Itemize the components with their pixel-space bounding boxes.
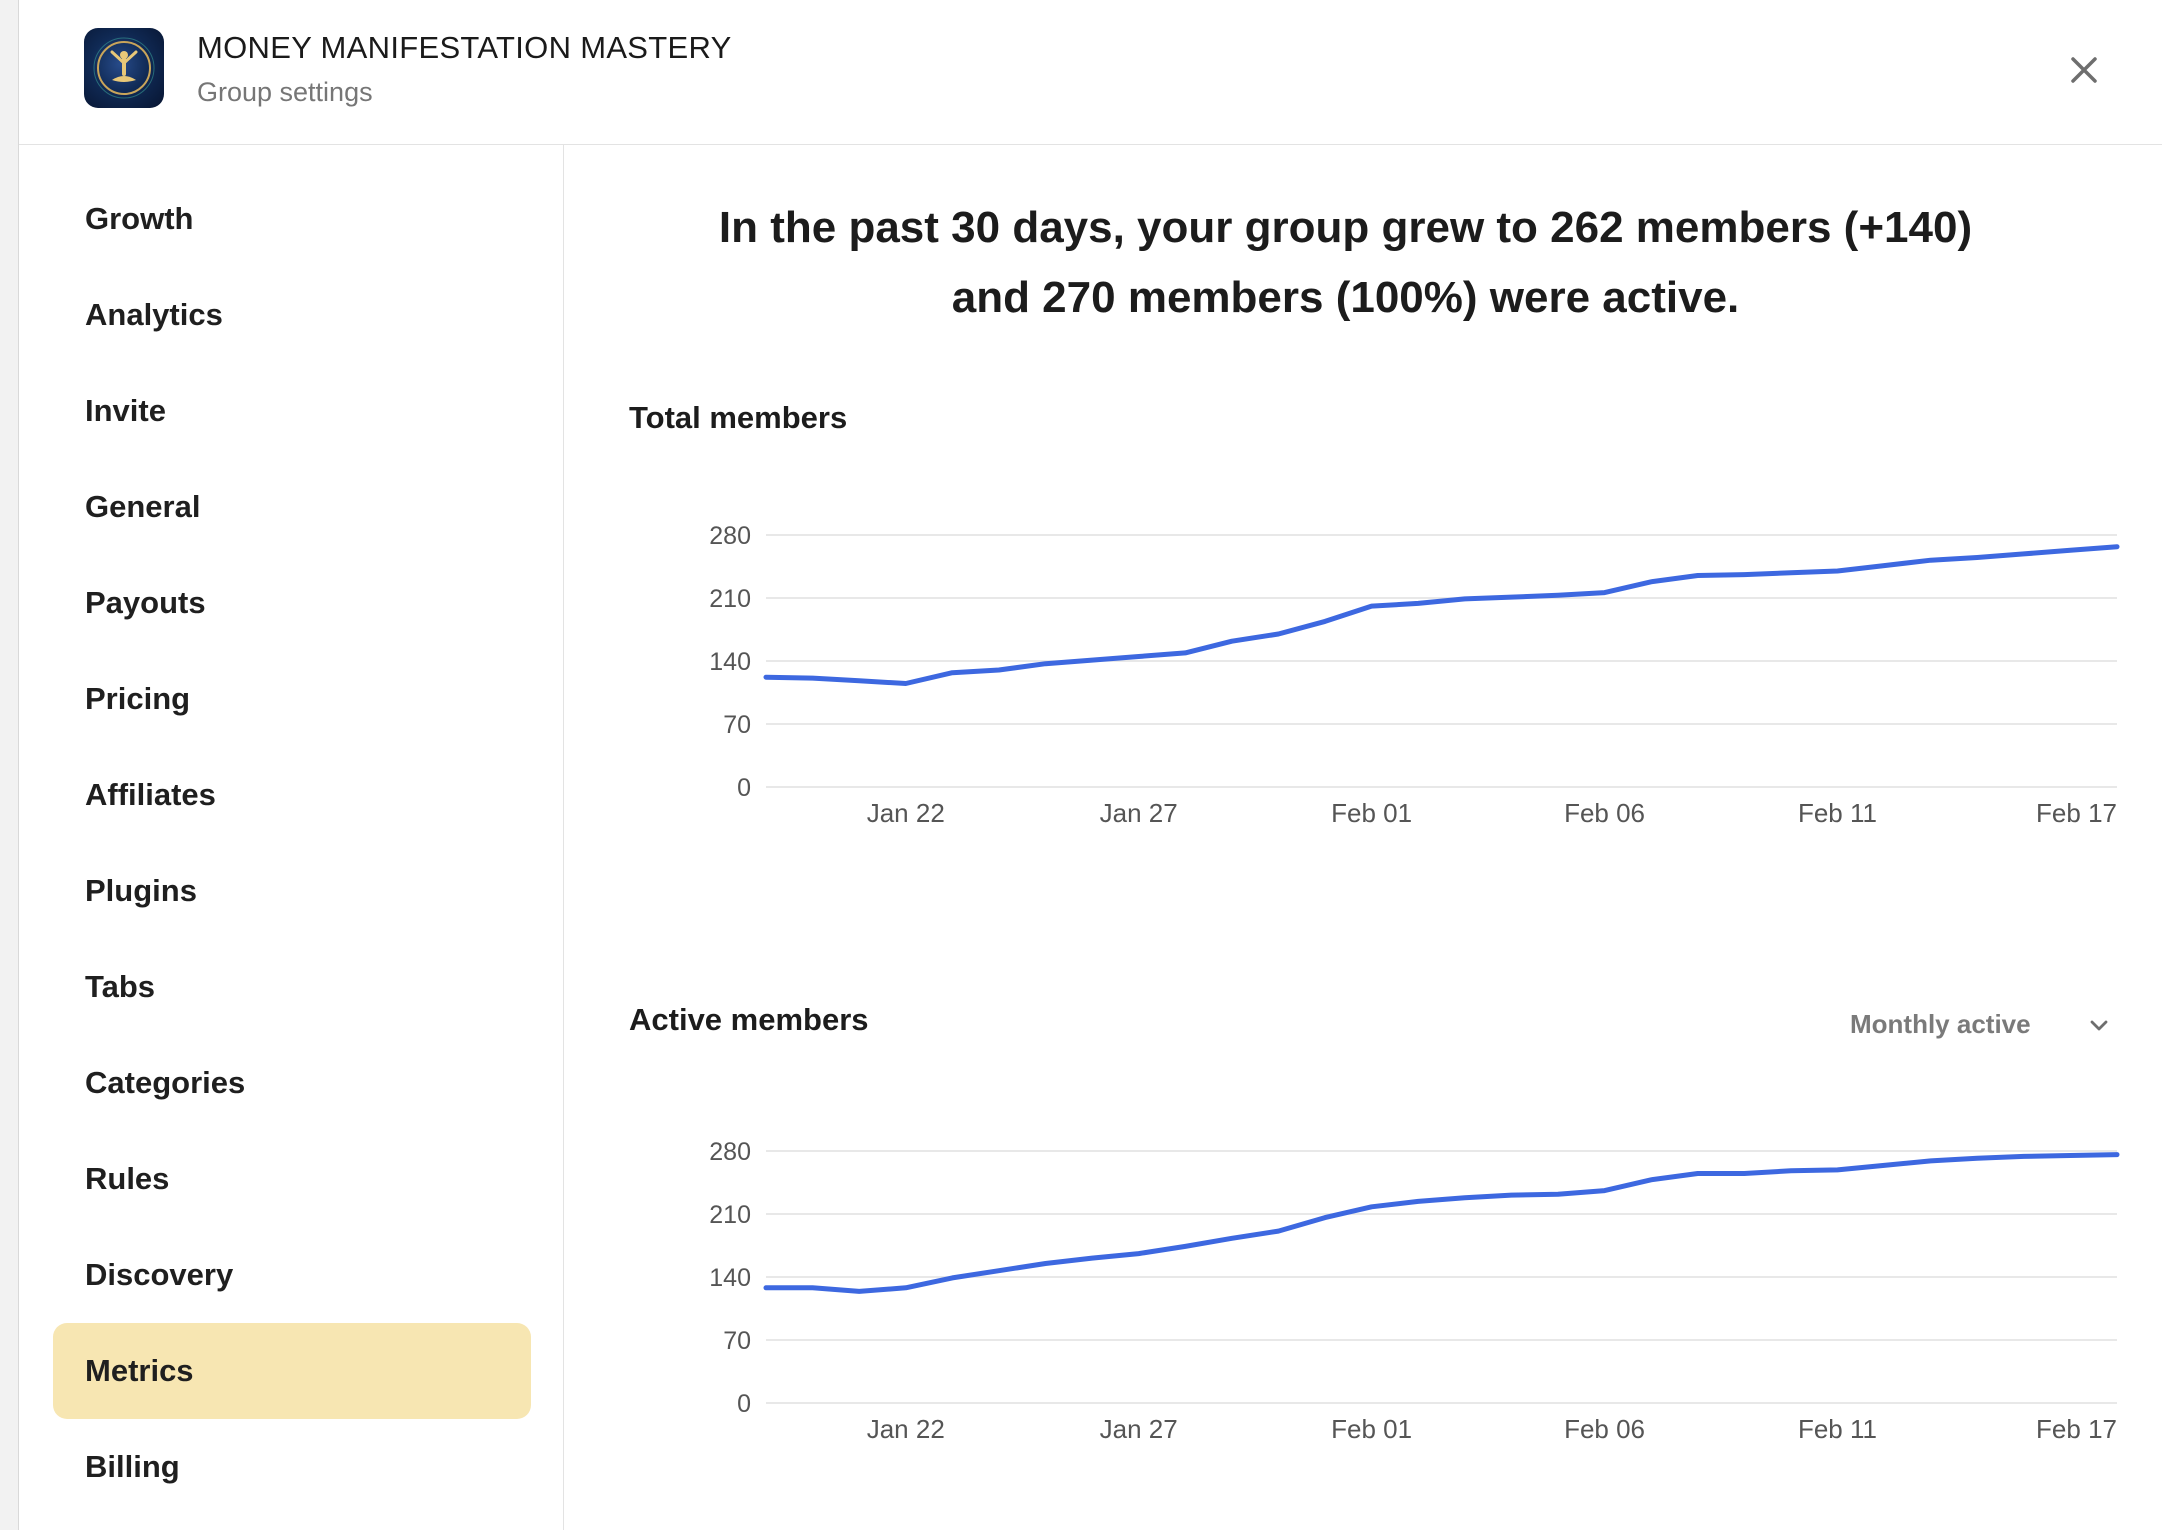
active-y-tick-label: 280 <box>709 1138 751 1166</box>
chevron-down-icon <box>2090 1020 2108 1031</box>
sidebar-item-label: Invite <box>85 393 166 428</box>
active-x-tick-label: Jan 22 <box>867 1414 945 1444</box>
active-x-tick-label: Feb 11 <box>1798 1414 1877 1444</box>
sidebar-item-plugins[interactable]: Plugins <box>53 843 531 939</box>
total-x-tick-label: Jan 27 <box>1100 798 1178 828</box>
active-x-tick-label: Jan 27 <box>1100 1414 1178 1444</box>
growth-summary: In the past 30 days, your group grew to … <box>564 193 2127 333</box>
sidebar-item-label: Discovery <box>85 1257 234 1292</box>
sidebar-item-affiliates[interactable]: Affiliates <box>53 747 531 843</box>
sidebar-item-label: Categories <box>85 1065 246 1100</box>
total-members-chart-svg: 0 70 140 210 280 Jan 22 Jan 27 Feb 01 Feb 06 Feb … <box>709 522 2120 828</box>
total-x-tick-label: Feb 01 <box>1331 798 1412 828</box>
active-y-tick-label: 140 <box>709 1264 751 1292</box>
sidebar-item-invite[interactable]: Invite <box>53 363 531 459</box>
active-x-tick-label: Feb 17 <box>2036 1414 2117 1444</box>
summary-line-1: In the past 30 days, your group grew to … <box>718 203 1973 252</box>
group-logo <box>84 28 164 108</box>
sidebar-item-general[interactable]: General <box>53 459 531 555</box>
sidebar-item-metrics[interactable]: Metrics <box>53 1323 531 1419</box>
total-x-tick-label: Feb 17 <box>2036 798 2117 828</box>
total-members-title: Total members <box>629 400 848 435</box>
total-x-tick-label: Jan 22 <box>867 798 945 828</box>
close-button[interactable] <box>2059 45 2109 95</box>
sidebar-item-label: Metrics <box>85 1353 194 1388</box>
sidebar-item-payouts[interactable]: Payouts <box>53 555 531 651</box>
total-x-tick-label: Feb 06 <box>1564 798 1645 828</box>
summary-line-2: and 270 members (100%) were active. <box>951 273 1740 322</box>
sidebar-item-tabs[interactable]: Tabs <box>53 939 531 1035</box>
dropdown-selected-value: Monthly active <box>1850 1009 2031 1039</box>
sidebar-item-label: Affiliates <box>85 777 216 812</box>
sidebar-item-label: General <box>85 489 201 524</box>
sidebar-item-label: Tabs <box>85 969 156 1004</box>
group-settings-modal: MONEY MANIFESTATION MASTERY Group settin… <box>18 0 2162 1530</box>
sidebar-item-pricing[interactable]: Pricing <box>53 651 531 747</box>
sidebar-item-categories[interactable]: Categories <box>53 1035 531 1131</box>
close-icon <box>2071 57 2097 83</box>
sidebar-item-label: Growth <box>85 201 194 236</box>
metrics-panel: In the past 30 days, your group grew to … <box>564 145 2162 1530</box>
total-y-tick-label: 280 <box>709 522 751 550</box>
group-name: MONEY MANIFESTATION MASTERY <box>197 30 732 65</box>
sidebar-item-billing[interactable]: Billing <box>53 1419 531 1515</box>
active-period-dropdown[interactable]: Monthly active <box>1850 1003 2120 1047</box>
total-members-chart: 0 70 140 210 280 Jan 22 Jan 27 Feb 01 Feb 06 Feb … <box>564 475 2162 1065</box>
active-y-tick-label: 210 <box>709 1201 751 1229</box>
sidebar-item-label: Analytics <box>85 297 223 332</box>
modal-header: MONEY MANIFESTATION MASTERY Group settin… <box>19 0 2162 145</box>
total-y-tick-label: 140 <box>709 648 751 676</box>
total-series-line <box>763 544 2120 686</box>
sidebar-item-label: Plugins <box>85 873 197 908</box>
active-y-tick-label: 70 <box>723 1327 751 1355</box>
total-y-tick-label: 0 <box>737 774 751 802</box>
sidebar-item-growth[interactable]: Growth <box>53 171 531 267</box>
settings-sidebar: Growth Analytics Invite General Payouts … <box>19 145 564 1530</box>
total-x-tick-label: Feb 11 <box>1798 798 1877 828</box>
active-x-tick-label: Feb 06 <box>1564 1414 1645 1444</box>
sidebar-item-label: Billing <box>85 1449 180 1484</box>
sidebar-item-rules[interactable]: Rules <box>53 1131 531 1227</box>
active-members-chart: 0 70 140 210 280 Jan 22 Jan 27 Feb 01 Feb 06 Feb … <box>564 1091 2162 1530</box>
sidebar-item-label: Payouts <box>85 585 206 620</box>
total-y-tick-label: 210 <box>709 585 751 613</box>
sidebar-item-analytics[interactable]: Analytics <box>53 267 531 363</box>
active-y-tick-label: 0 <box>737 1390 751 1418</box>
sidebar-item-label: Pricing <box>85 681 191 716</box>
active-members-title: Active members <box>629 1002 869 1037</box>
sidebar-item-label: Rules <box>85 1161 170 1196</box>
meditation-figure-icon <box>93 37 155 99</box>
page-subtitle: Group settings <box>197 77 373 107</box>
total-y-tick-label: 70 <box>723 711 751 739</box>
active-x-tick-label: Feb 01 <box>1331 1414 1412 1444</box>
sidebar-item-discovery[interactable]: Discovery <box>53 1227 531 1323</box>
active-series-line <box>763 1152 2120 1294</box>
active-members-chart-svg: 0 70 140 210 280 Jan 22 Jan 27 Feb 01 Feb 06 Feb … <box>709 1138 2120 1444</box>
